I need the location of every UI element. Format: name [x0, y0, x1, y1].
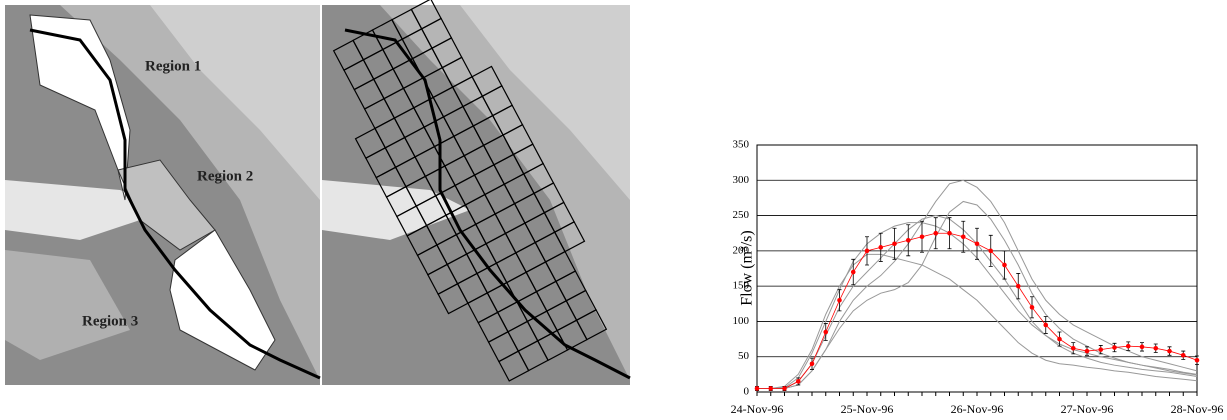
mean-point: [961, 234, 966, 239]
region-label: Region 3: [82, 313, 138, 329]
mean-point: [782, 386, 787, 391]
y-tick-label: 350: [733, 139, 750, 151]
map-left: Region 1 Region 2 Region 3: [5, 5, 320, 385]
region-label: Region 2: [197, 168, 253, 184]
mean-point: [810, 361, 815, 366]
chart: Flow (m³/s) 0 50 100 150 200 250 300 350 24-Nov-…: [731, 139, 1224, 416]
x-tick-label: 28-Nov-96: [1171, 402, 1224, 416]
region-label: Region 1: [145, 58, 201, 74]
mean-point: [1140, 345, 1145, 350]
figure: Region 1 Region 2 Region 3 Flow (m³/s) 0…: [0, 0, 1227, 420]
mean-point: [947, 231, 952, 236]
mean-point: [906, 238, 911, 243]
mean-point: [796, 379, 801, 384]
y-tick-label: 300: [733, 174, 750, 186]
mean-point: [1195, 358, 1200, 363]
mean-point: [865, 249, 870, 254]
mean-point: [1002, 263, 1007, 268]
y-tick-label: 150: [733, 280, 750, 292]
mean-point: [1167, 349, 1172, 354]
mean-point: [1181, 353, 1186, 358]
x-tick-label: 27-Nov-96: [1061, 402, 1114, 416]
mean-point: [1098, 347, 1103, 352]
mean-point: [1057, 337, 1062, 342]
x-tick-label: 24-Nov-96: [731, 402, 784, 416]
x-tick-label: 25-Nov-96: [841, 402, 894, 416]
plot-area: [757, 145, 1197, 392]
mean-point: [1153, 346, 1158, 351]
mean-point: [933, 231, 938, 236]
mean-point: [837, 298, 842, 303]
y-axis-label: Flow (m³/s): [739, 230, 756, 305]
y-tick-label: 250: [733, 209, 750, 221]
mean-point: [1043, 323, 1048, 328]
mean-point: [1016, 284, 1021, 289]
mean-point: [878, 245, 883, 250]
mean-point: [823, 330, 828, 335]
mean-point: [768, 386, 773, 391]
mean-point: [1071, 346, 1076, 351]
y-tick-label: 200: [733, 244, 750, 256]
mean-point: [975, 242, 980, 247]
mean-point: [1085, 349, 1090, 354]
mean-point: [1126, 344, 1131, 349]
map-right: [314, 0, 630, 391]
mean-point: [892, 242, 897, 247]
mean-point: [755, 386, 760, 391]
y-tick-label: 100: [733, 315, 750, 327]
y-tick-label: 0: [744, 386, 750, 398]
x-tick-label: 26-Nov-96: [951, 402, 1004, 416]
mean-point: [920, 234, 925, 239]
mean-point: [988, 249, 993, 254]
mean-point: [1030, 305, 1035, 310]
y-tick-label: 50: [738, 350, 750, 362]
mean-point: [1112, 345, 1117, 350]
mean-point: [851, 270, 856, 275]
